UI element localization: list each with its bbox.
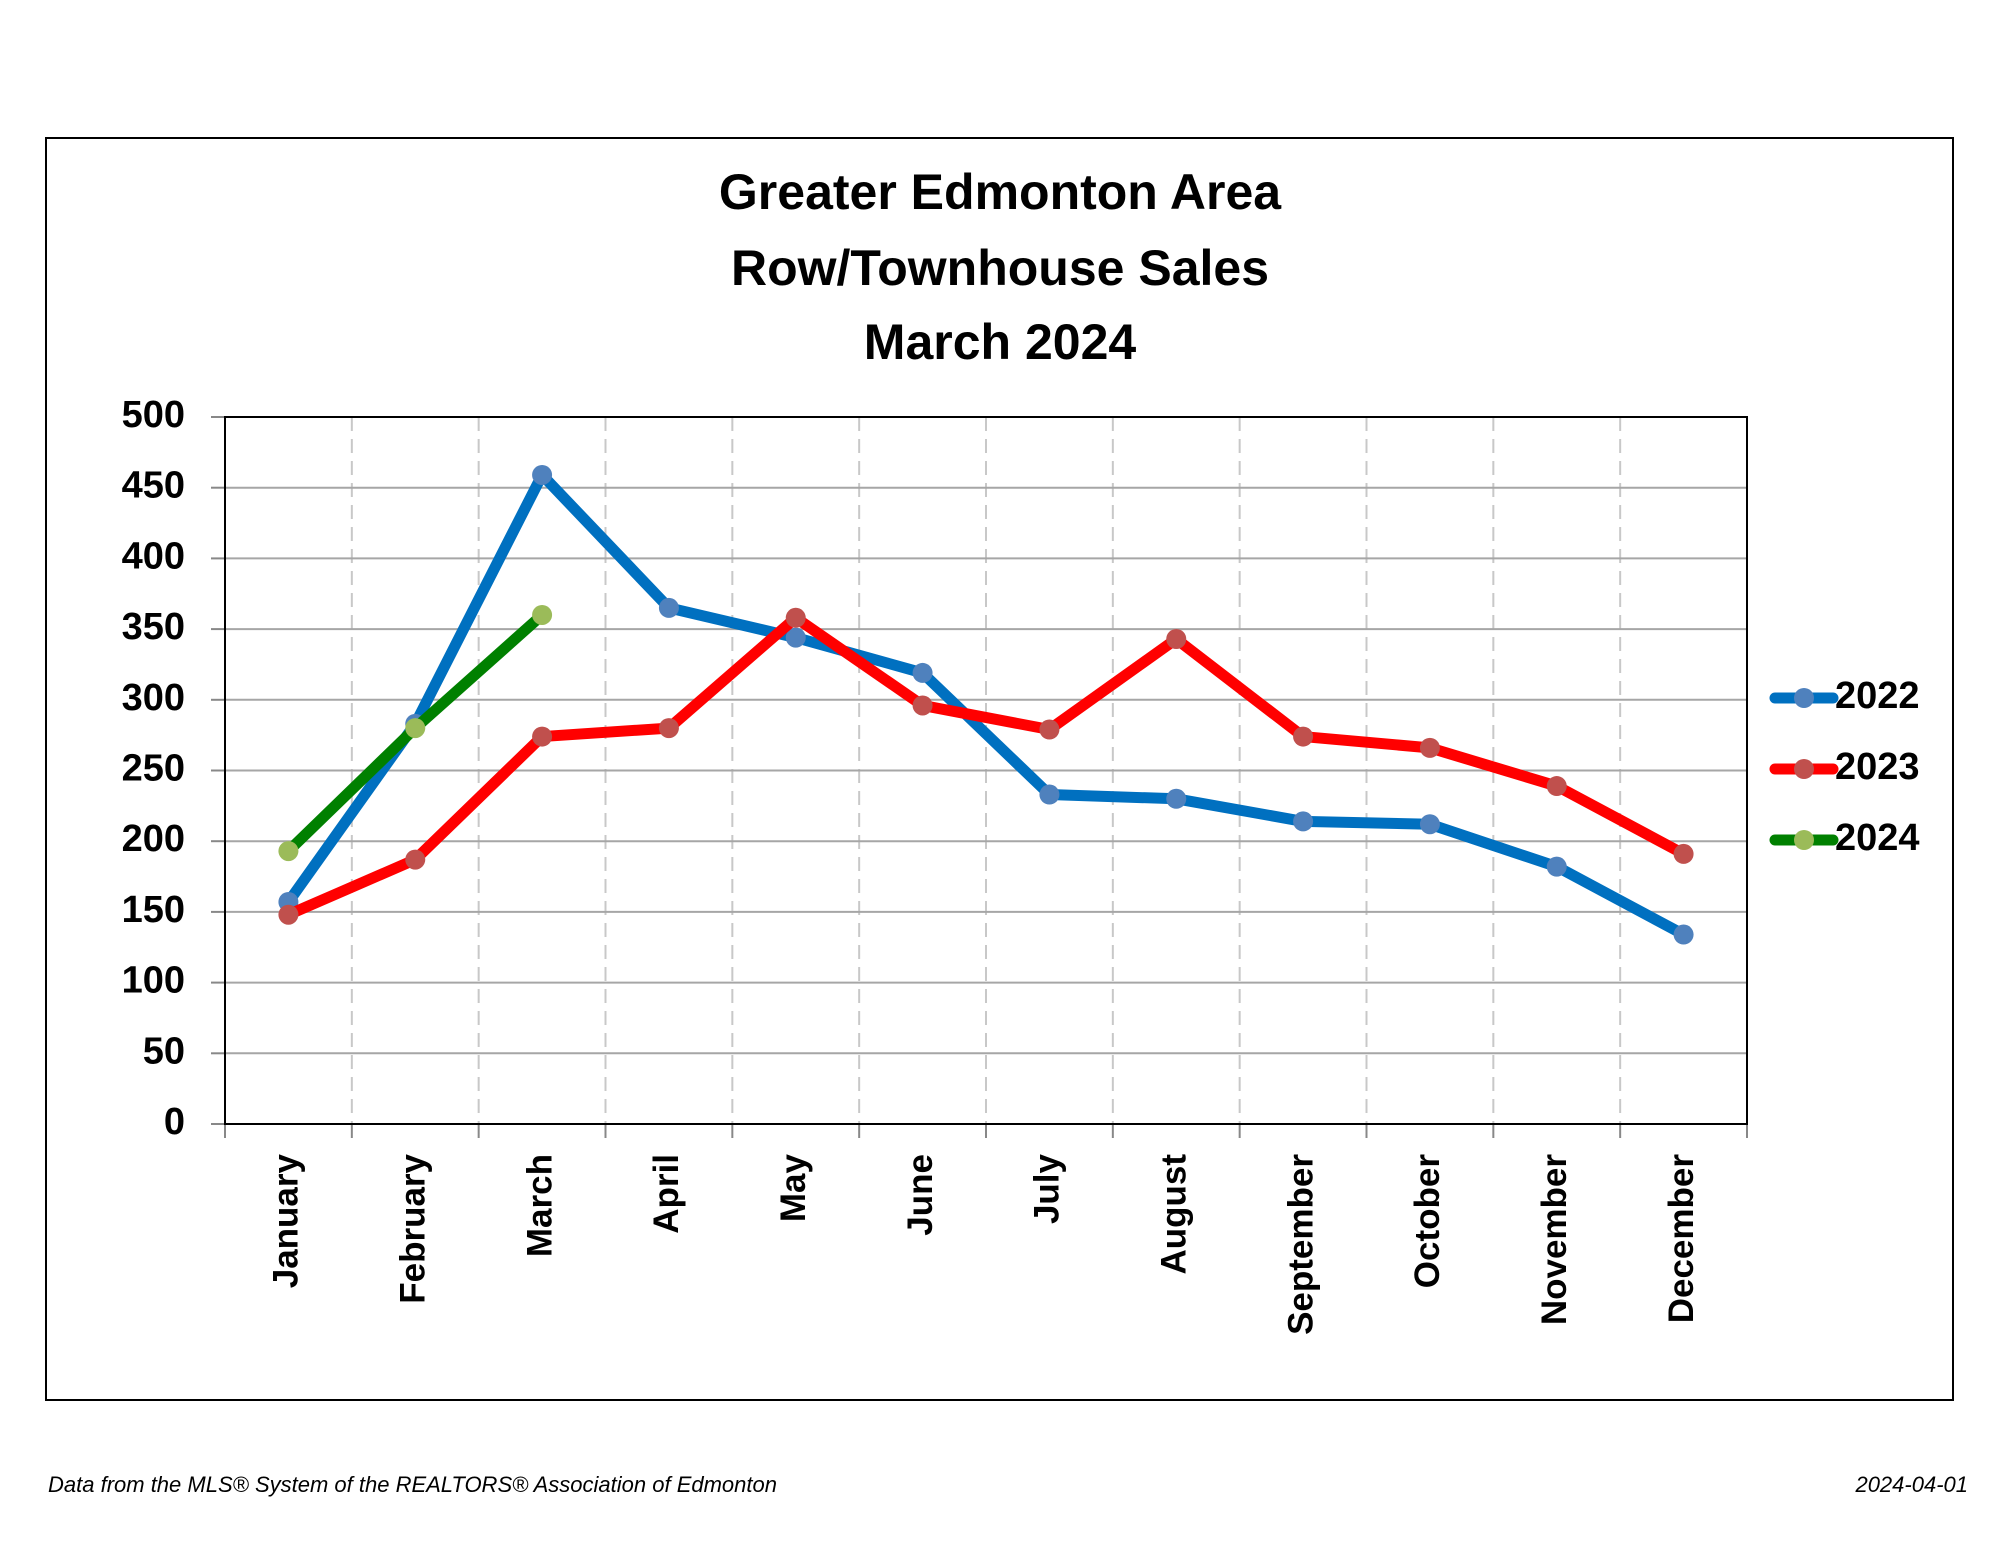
series-marker bbox=[658, 597, 679, 618]
x-tick-label: December bbox=[1662, 1154, 1701, 1324]
chart-title: Row/Townhouse Sales bbox=[731, 240, 1269, 296]
series-marker bbox=[1673, 924, 1694, 945]
series-marker bbox=[1419, 814, 1440, 835]
x-tick-label: April bbox=[647, 1154, 686, 1234]
y-tick-label: 200 bbox=[122, 818, 185, 860]
series-marker bbox=[532, 604, 553, 625]
series-marker bbox=[785, 627, 806, 648]
legend-marker bbox=[1794, 688, 1814, 708]
series-marker bbox=[1039, 784, 1060, 805]
series-marker bbox=[912, 695, 933, 716]
chart-title: Greater Edmonton Area bbox=[719, 164, 1282, 220]
x-tick-label: July bbox=[1028, 1153, 1067, 1224]
x-tick-label: May bbox=[774, 1153, 813, 1222]
series-marker bbox=[785, 607, 806, 628]
y-tick-label: 350 bbox=[122, 606, 185, 648]
plot-border bbox=[224, 416, 1748, 1125]
legend-marker bbox=[1794, 830, 1814, 850]
chart-title: March 2024 bbox=[864, 314, 1137, 370]
x-tick-label: August bbox=[1155, 1154, 1194, 1275]
x-tick-label: November bbox=[1535, 1154, 1574, 1326]
series-marker bbox=[1039, 719, 1060, 740]
date-note: 2024-04-01 bbox=[1854, 1472, 1968, 1497]
series-marker bbox=[658, 718, 679, 739]
series-marker bbox=[1673, 843, 1694, 864]
series-marker bbox=[278, 841, 299, 862]
legend-label: 2023 bbox=[1835, 746, 1920, 788]
series-marker bbox=[1546, 776, 1567, 797]
series-marker bbox=[1166, 788, 1187, 809]
x-tick-label: October bbox=[1408, 1154, 1447, 1289]
legend-label: 2022 bbox=[1835, 675, 1920, 717]
x-tick-label: January bbox=[267, 1153, 306, 1288]
y-tick-label: 100 bbox=[122, 960, 185, 1002]
y-tick-label: 50 bbox=[143, 1030, 185, 1072]
series-marker bbox=[532, 464, 553, 485]
y-tick-label: 0 bbox=[164, 1101, 185, 1143]
x-tick-label: June bbox=[901, 1154, 940, 1236]
series-marker bbox=[405, 718, 426, 739]
series-marker bbox=[532, 726, 553, 747]
legend-label: 2024 bbox=[1835, 817, 1920, 859]
x-tick-label: March bbox=[520, 1154, 559, 1257]
series-marker bbox=[1293, 811, 1314, 832]
series-line bbox=[282, 612, 1690, 921]
series-marker bbox=[1166, 628, 1187, 649]
legend-marker bbox=[1794, 759, 1814, 779]
y-tick-label: 250 bbox=[122, 748, 185, 790]
y-tick-label: 450 bbox=[122, 465, 185, 507]
series-marker bbox=[1546, 856, 1567, 877]
series-marker bbox=[912, 662, 933, 683]
x-tick-label: February bbox=[394, 1153, 433, 1303]
y-tick-label: 150 bbox=[122, 889, 185, 931]
y-tick-label: 300 bbox=[122, 677, 185, 719]
x-tick-label: September bbox=[1281, 1154, 1320, 1335]
y-tick-label: 500 bbox=[122, 394, 185, 436]
y-tick-label: 400 bbox=[122, 535, 185, 577]
series-marker bbox=[1419, 737, 1440, 758]
series-marker bbox=[278, 904, 299, 925]
series-marker bbox=[1293, 726, 1314, 747]
series-line bbox=[282, 469, 1690, 941]
series-marker bbox=[405, 849, 426, 870]
source-note: Data from the MLS® System of the REALTOR… bbox=[48, 1472, 777, 1497]
